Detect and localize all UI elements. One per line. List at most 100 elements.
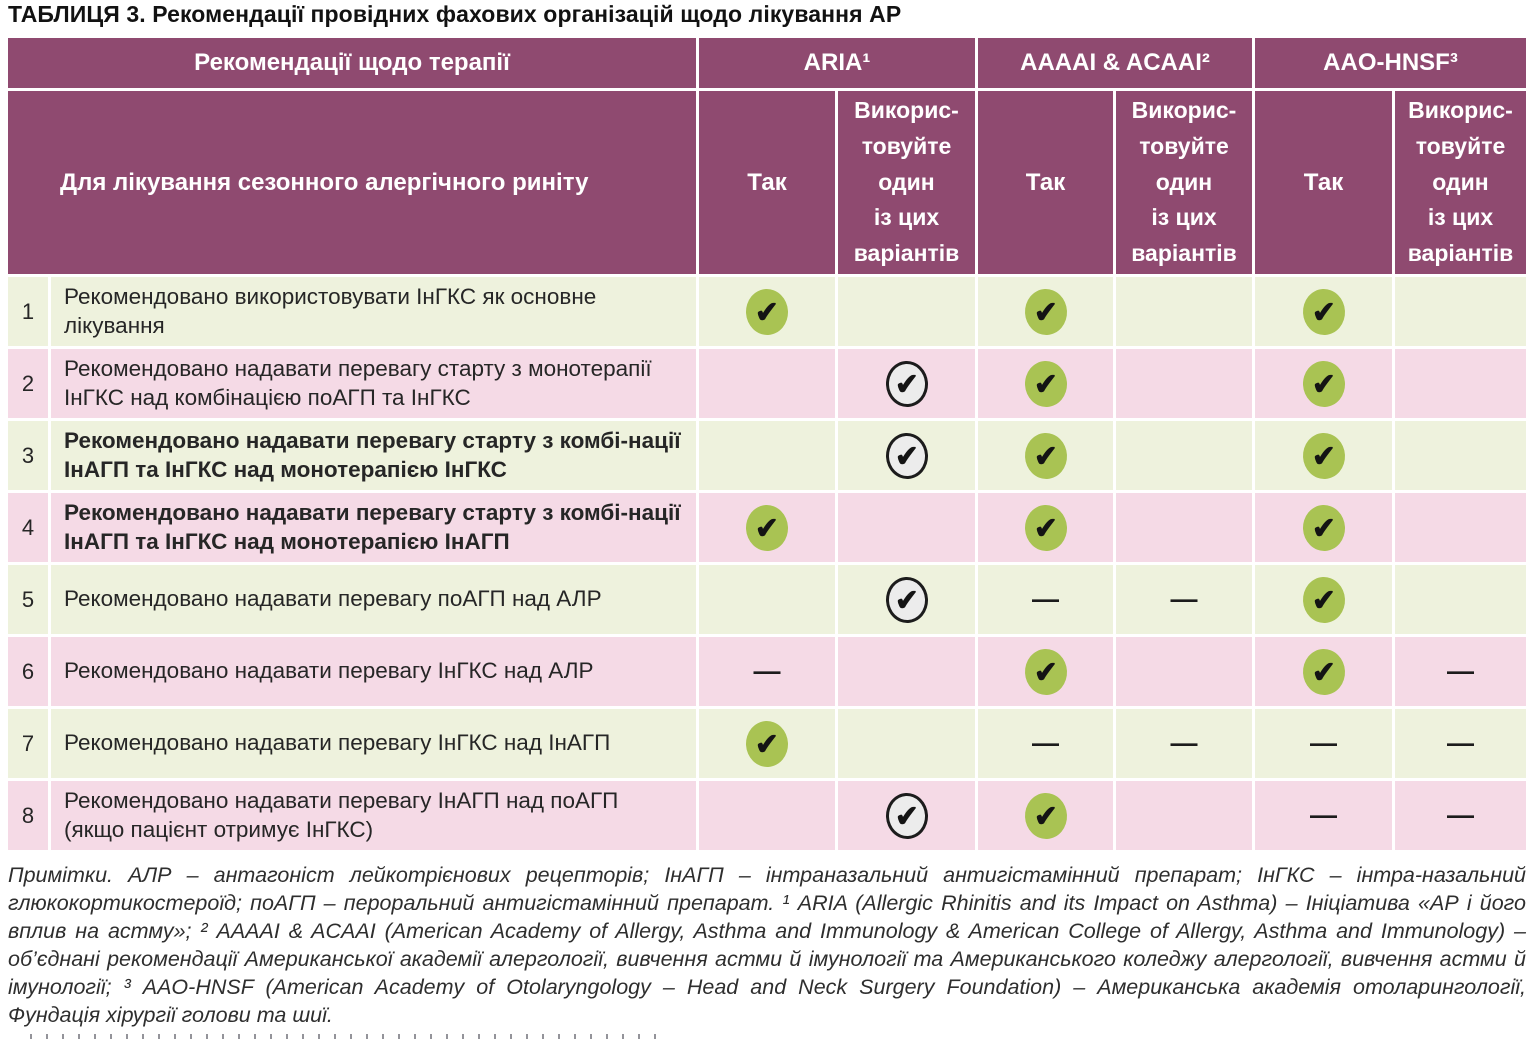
- footnote: Примітки. АЛР – антагоніст лейкотрієнови…: [8, 863, 1526, 1027]
- mark-cell: [1116, 781, 1252, 850]
- mark-cell: [838, 493, 975, 562]
- check-icon-green: ✔: [1301, 575, 1346, 624]
- mark-cell: —: [978, 565, 1113, 634]
- subheader-use-one-aao: Викорис- товуйте один із цих варіантів: [1395, 91, 1526, 274]
- row-description: Рекомендовано надавати перевагу старту з…: [51, 421, 696, 490]
- mark-cell: [1395, 421, 1526, 490]
- mark-cell: ✔: [838, 565, 975, 634]
- mark-cell: ✔: [978, 493, 1113, 562]
- dash-icon: —: [1032, 728, 1059, 758]
- row-number: 8: [8, 781, 48, 850]
- check-icon-green: ✔: [1301, 287, 1346, 336]
- check-icon-green: ✔: [1023, 431, 1068, 480]
- mark-cell: ✔: [838, 349, 975, 418]
- mark-cell: ✔: [978, 277, 1113, 346]
- check-icon-outline: ✔: [884, 431, 929, 480]
- mark-cell: —: [978, 709, 1113, 778]
- check-icon-green: ✔: [1301, 431, 1346, 480]
- row-description: Рекомендовано надавати перевагу ІнГКС на…: [51, 709, 696, 778]
- mark-cell: [1116, 349, 1252, 418]
- subheader-yes-aria: Так: [699, 91, 835, 274]
- row-description: Рекомендовано надавати перевагу старту з…: [51, 493, 696, 562]
- mark-cell: [699, 781, 835, 850]
- dash-icon: —: [1447, 728, 1474, 758]
- mark-cell: [1116, 421, 1252, 490]
- check-icon-green: ✔: [1023, 503, 1068, 552]
- dash-icon: —: [1310, 728, 1337, 758]
- mark-cell: ✔: [978, 421, 1113, 490]
- mark-cell: —: [1395, 781, 1526, 850]
- check-icon-green: ✔: [1023, 287, 1068, 336]
- mark-cell: —: [699, 637, 835, 706]
- check-icon-green: ✔: [1301, 503, 1346, 552]
- mark-cell: ✔: [978, 781, 1113, 850]
- check-icon-outline: ✔: [884, 359, 929, 408]
- table-title: ТАБЛИЦЯ 3. Рекомендації провідних фахови…: [8, 1, 902, 27]
- mark-cell: —: [1395, 709, 1526, 778]
- mark-cell: —: [1116, 709, 1252, 778]
- row-number: 6: [8, 637, 48, 706]
- mark-cell: ✔: [1255, 565, 1392, 634]
- mark-cell: [838, 709, 975, 778]
- row-number: 4: [8, 493, 48, 562]
- mark-cell: [838, 637, 975, 706]
- dash-icon: —: [1447, 656, 1474, 686]
- mark-cell: [838, 277, 975, 346]
- mark-cell: ✔: [1255, 493, 1392, 562]
- row-number: 2: [8, 349, 48, 418]
- header-condition-seasonal-rhinitis: Для лікування сезонного алергічного рині…: [8, 91, 696, 274]
- mark-cell: [699, 565, 835, 634]
- subheader-yes-aaaai: Так: [978, 91, 1113, 274]
- row-description: Рекомендовано використовувати ІнГКС як о…: [51, 277, 696, 346]
- mark-cell: [699, 421, 835, 490]
- check-icon-green: ✔: [744, 287, 790, 336]
- dash-icon: —: [1032, 584, 1059, 614]
- mark-cell: ✔: [838, 781, 975, 850]
- row-number: 3: [8, 421, 48, 490]
- row-description: Рекомендовано надавати перевагу ІнАГП на…: [51, 781, 696, 850]
- mark-cell: ✔: [1255, 349, 1392, 418]
- header-org-aria: ARIA¹: [699, 38, 975, 88]
- mark-cell: ✔: [699, 493, 835, 562]
- mark-cell: [699, 349, 835, 418]
- check-icon-green: ✔: [1301, 647, 1346, 696]
- mark-cell: [1395, 349, 1526, 418]
- mark-cell: —: [1116, 565, 1252, 634]
- mark-cell: ✔: [838, 421, 975, 490]
- mark-cell: ✔: [978, 349, 1113, 418]
- mark-cell: ✔: [1255, 277, 1392, 346]
- dash-icon: —: [1170, 728, 1198, 758]
- mark-cell: [1116, 637, 1252, 706]
- mark-cell: ✔: [1255, 637, 1392, 706]
- mark-cell: [1116, 277, 1252, 346]
- check-icon-green: ✔: [1023, 647, 1068, 696]
- recommendations-table: Рекомендації щодо терапії ARIA¹ AAAAI & …: [8, 38, 1526, 850]
- mark-cell: [1395, 277, 1526, 346]
- header-org-aao-hnsf: AAO-HNSF³: [1255, 38, 1526, 88]
- dash-icon: —: [1447, 800, 1474, 830]
- mark-cell: —: [1395, 637, 1526, 706]
- row-number: 1: [8, 277, 48, 346]
- subheader-use-one-aaaai: Викорис- товуйте один із цих варіантів: [1116, 91, 1252, 274]
- row-description: Рекомендовано надавати перевагу старту з…: [51, 349, 696, 418]
- header-therapy-recommendations: Рекомендації щодо терапії: [8, 38, 696, 88]
- mark-cell: ✔: [699, 277, 835, 346]
- mark-cell: —: [1255, 709, 1392, 778]
- dash-icon: —: [1310, 800, 1337, 830]
- header-org-aaaai-acaai: AAAAI & ACAAI²: [978, 38, 1252, 88]
- subheader-use-one-aria: Викорис- товуйте один із цих варіантів: [838, 91, 975, 274]
- row-description: Рекомендовано надавати перевагу ІнГКС на…: [51, 637, 696, 706]
- check-icon-green: ✔: [1023, 359, 1068, 408]
- mark-cell: ✔: [699, 709, 835, 778]
- check-icon-green: ✔: [744, 503, 790, 552]
- check-icon-outline: ✔: [884, 791, 929, 840]
- check-icon-green: ✔: [744, 719, 790, 768]
- cropped-next-line-edge: [30, 1034, 670, 1039]
- check-icon-green: ✔: [1023, 791, 1068, 840]
- subheader-yes-aao: Так: [1255, 91, 1392, 274]
- row-description: Рекомендовано надавати перевагу поАГП на…: [51, 565, 696, 634]
- row-number: 5: [8, 565, 48, 634]
- mark-cell: [1116, 493, 1252, 562]
- mark-cell: ✔: [1255, 421, 1392, 490]
- row-number: 7: [8, 709, 48, 778]
